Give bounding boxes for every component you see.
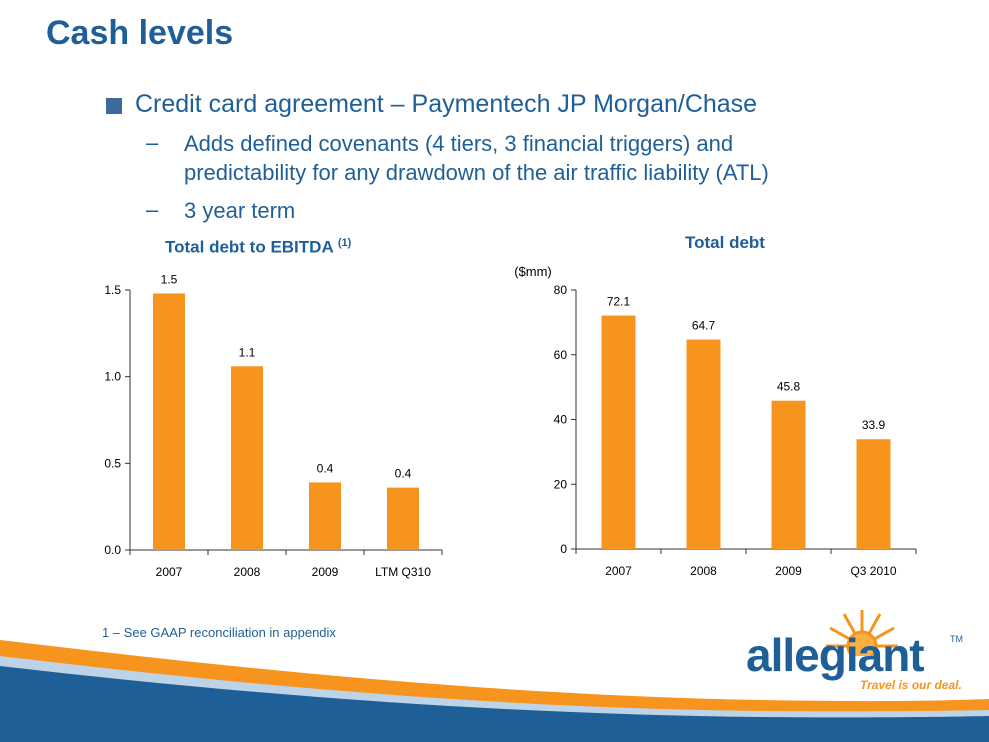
chart1-data-label: 0.4 [317,461,334,475]
chart1-bar [231,366,263,550]
chart2-data-label: 72.1 [607,295,631,309]
chart2-bar [856,439,891,549]
chart2-data-label: 64.7 [692,319,716,333]
chart2-data-label: 45.8 [777,380,801,394]
chart2-bar [771,400,806,549]
sub-bullet-2: 3 year term [184,198,296,223]
chart1-y-tick-label: 0.5 [104,456,121,470]
chart1-x-tick-label: LTM Q310 [375,565,431,579]
chart1-x-tick-label: 2007 [156,565,183,579]
chart2-y-tick-label: 80 [554,283,568,297]
sun-icon [826,610,898,656]
chart2-svg: 0 20 40 60 80($mm) 72.1 2007 64.7 2008 45.8 2009 33… [514,264,917,578]
logo-trademark: TM [950,634,963,644]
slide-title: Cash levels [46,14,234,52]
bullet-text: Credit card agreement – Paymentech JP Mo… [135,90,758,118]
sub-bullet-1-line2: predictability for any drawdown of the a… [184,160,769,185]
chart1-title-footnote-mark: (1) [337,237,352,249]
square-bullet-icon [106,98,122,114]
chart2-x-tick-label: 2009 [775,564,802,578]
chart1-bar [153,293,185,550]
chart1-bar [387,487,419,550]
chart1-x-tick-label: 2009 [312,565,339,579]
chart2-bar [601,315,636,549]
chart2-y-axis-label: ($mm) [514,264,552,279]
sub-bullet-1-line1: Adds defined covenants (4 tiers, 3 finan… [184,131,734,156]
chart2-y-tick-label: 20 [554,477,568,491]
chart2-y-tick-label: 40 [554,413,568,427]
wave-blue-band [0,666,989,742]
chart1-svg: 0.0 0.5 1.0 1.5 1.5 2007 1.1 2008 0.4 2009 0.4 LTM … [104,272,443,579]
chart1-bar [309,482,341,550]
chart1-x-tick-label: 2008 [234,565,261,579]
chart2-y-tick-label: 60 [554,348,568,362]
chart2-bar [686,339,721,549]
chart2-x-tick-label: Q3 2010 [850,564,896,578]
chart1-title-text: Total debt to EBITDA [165,237,334,257]
chart2-x-tick-label: 2007 [605,564,632,578]
footnote: 1 – See GAAP reconciliation in appendix [102,625,336,640]
chart1-data-label: 0.4 [395,467,412,481]
logo-tagline: Travel is our deal. [860,678,962,692]
chart1-data-label: 1.5 [161,272,178,286]
logo-wordmark: allegiant [746,629,925,681]
allegiant-logo: allegiant TM Travel is our deal. [742,606,982,696]
chart2-data-label: 33.9 [862,418,886,432]
dash-bullet-2: – [146,197,159,222]
chart1-title: Total debt to EBITDA (1) [165,237,351,258]
chart1-y-tick-label: 0.0 [104,543,121,557]
chart2-y-tick-label: 0 [560,542,567,556]
chart1-y-tick-label: 1.0 [104,370,121,384]
chart2-x-tick-label: 2008 [690,564,717,578]
dash-bullet-1: – [146,130,159,155]
chart2-title: Total debt [685,233,765,252]
decorative-wave-band [0,640,989,742]
chart1-y-tick-label: 1.5 [104,283,121,297]
chart1-data-label: 1.1 [239,345,256,359]
